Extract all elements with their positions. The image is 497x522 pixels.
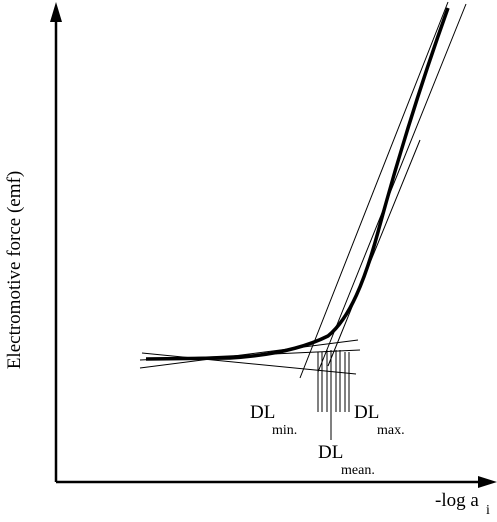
x-arrow: [478, 476, 497, 488]
dl-max: DL: [354, 402, 379, 423]
dl-mean-sub: mean.: [341, 463, 375, 478]
dl-min-sub: min.: [272, 423, 297, 438]
x-axis-label-sub: i: [486, 503, 490, 518]
y-arrow: [50, 2, 62, 22]
emf-curve: [145, 7, 450, 361]
dl-min: DL: [250, 402, 275, 423]
dl-max-sub: max.: [377, 423, 405, 438]
dl-lines: [317, 350, 350, 440]
tangents: [139, 1, 467, 379]
axes: [50, 2, 497, 488]
dl-mean: DL: [318, 442, 343, 463]
y-axis-label: Electromotive force (emf): [4, 171, 25, 369]
x-axis-label: -log a: [435, 490, 479, 511]
